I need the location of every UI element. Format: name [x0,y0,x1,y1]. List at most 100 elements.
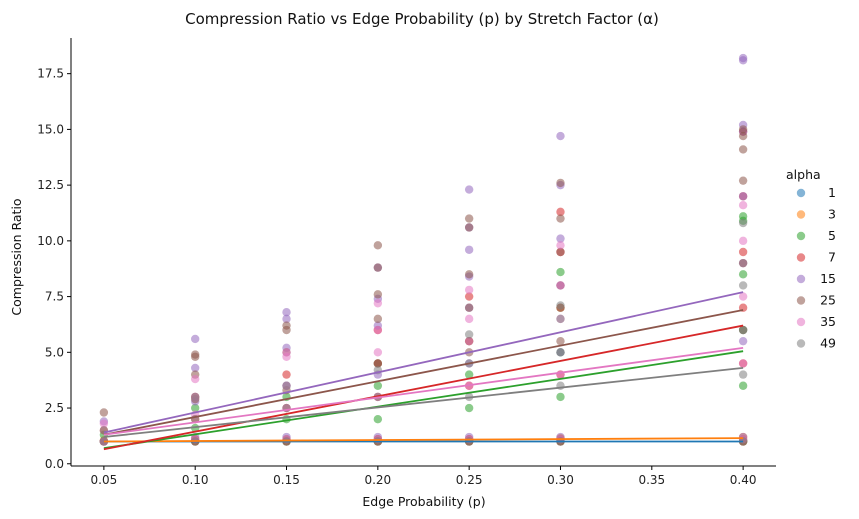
data-point [738,370,748,379]
legend-label: 15 [820,271,836,286]
data-point [464,270,474,279]
data-point [464,370,474,379]
x-tick-label: 0.15 [273,473,300,487]
data-point [190,403,200,413]
data-point [738,336,748,346]
data-point [556,234,565,243]
data-point [373,241,383,250]
regression-line [103,346,744,436]
legend-label: 25 [820,293,836,308]
data-point [373,325,383,335]
data-point [464,330,474,339]
legend-marker [796,296,806,305]
regression-line [103,291,744,434]
x-ticks: 0.05 0.10 0.15 0.20 0.25 0.30 0.35 0.40 [91,466,757,487]
legend-marker [796,339,806,348]
y-tick-label: 5.0 [45,345,64,359]
legend-marker [796,210,806,219]
data-point [556,207,565,217]
data-point [556,392,565,402]
legend-label: 3 [828,207,836,222]
y-tick-label: 2.5 [45,401,64,415]
data-point [738,359,748,368]
data-point [738,247,748,257]
data-point [464,285,474,295]
data-point [738,270,748,279]
data-point [556,281,565,290]
data-point [464,223,474,232]
x-tick-label: 0.40 [730,473,757,487]
data-point [556,178,565,188]
data-point [282,321,291,330]
data-point [738,218,748,228]
data-point [282,314,291,324]
data-point [282,348,291,357]
data-point [464,303,474,312]
data-point [556,267,565,277]
y-tick-label: 17.5 [37,67,64,81]
regression-lines [103,291,744,451]
data-point [373,314,383,324]
data-point [738,131,748,141]
data-point [738,381,748,390]
data-point [373,348,383,357]
x-tick-label: 0.20 [364,473,391,487]
data-point [464,314,474,324]
data-point [99,419,109,428]
data-point [373,414,383,424]
regression-line [103,437,744,443]
regression-line [103,350,744,450]
data-point [738,325,748,335]
data-point [190,334,200,344]
data-point [556,314,565,324]
regression-line [103,324,744,451]
legend-marker [796,274,806,284]
regression-line [103,309,744,436]
data-point [190,363,200,373]
x-tick-label: 0.35 [638,473,665,487]
y-tick-label: 15.0 [37,122,64,136]
data-point [738,125,748,134]
y-ticks: 0.0 2.5 5.0 7.5 10.0 12.5 15.0 17.5 [37,67,71,471]
x-tick-label: 0.05 [91,473,118,487]
legend-marker [796,231,806,241]
legend-marker [796,317,806,327]
data-point [190,350,200,359]
data-point [464,245,474,254]
data-point [373,290,383,299]
legend-label: 35 [820,314,836,329]
legend-label: 5 [828,228,836,243]
data-point [556,301,565,310]
data-point [556,131,565,141]
y-tick-label: 0.0 [45,457,64,471]
legend-label: 7 [828,250,836,265]
legend-label: 49 [820,336,836,351]
x-tick-label: 0.10 [182,473,209,487]
data-point [282,370,291,379]
data-point [556,247,565,257]
data-point [738,212,748,221]
regression-line [103,367,744,438]
data-point [738,145,748,154]
data-point [738,192,748,201]
data-point [464,185,474,194]
legend-marker [796,253,806,262]
data-point [464,214,474,223]
data-point [556,348,565,357]
data-point [99,408,109,417]
data-point [738,176,748,185]
chart-title: Compression Ratio vs Edge Probability (p… [185,10,659,28]
y-tick-label: 12.5 [37,178,64,192]
x-axis-label: Edge Probability (p) [362,494,485,509]
data-point [373,263,383,272]
data-point [738,200,748,210]
x-tick-label: 0.25 [456,473,483,487]
legend-marker [796,188,806,198]
data-point [556,241,565,250]
data-point [282,307,291,317]
data-point [282,381,291,390]
data-point [190,374,200,384]
data-points [99,53,748,446]
